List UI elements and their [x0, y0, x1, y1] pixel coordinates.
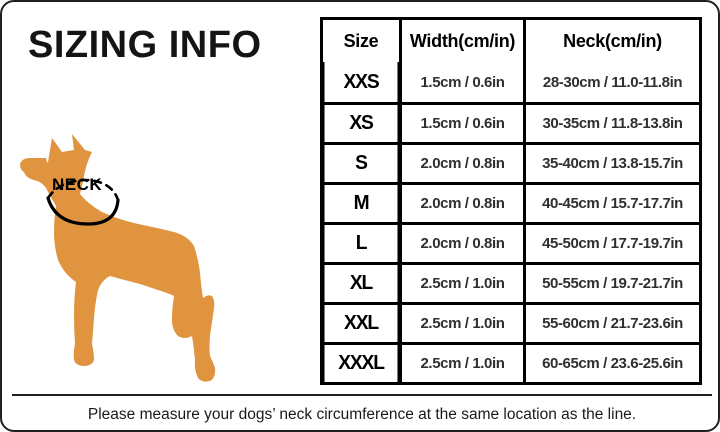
cell-neck: 28-30cm / 11.0-11.8in	[523, 62, 699, 102]
cell-width: 1.5cm / 0.6in	[399, 62, 523, 102]
left-panel: SIZING INFO NECK	[2, 2, 314, 394]
table-header-row: Size Width(cm/in) Neck(cm/in)	[323, 20, 699, 62]
cell-neck: 40-45cm / 15.7-17.7in	[523, 182, 699, 222]
cell-width: 2.0cm / 0.8in	[399, 182, 523, 222]
table-row: XXS 1.5cm / 0.6in 28-30cm / 11.0-11.8in	[323, 62, 699, 102]
cell-width: 2.5cm / 1.0in	[399, 262, 523, 302]
cell-size: XXS	[324, 62, 398, 102]
cell-size: XL	[324, 262, 398, 302]
table-row: XXL 2.5cm / 1.0in 55-60cm / 21.7-23.6in	[323, 302, 699, 342]
page-title: SIZING INFO	[28, 24, 262, 66]
cell-neck: 55-60cm / 21.7-23.6in	[523, 302, 699, 342]
neck-measure-dashed-arc	[46, 178, 120, 202]
cell-width: 2.5cm / 1.0in	[399, 302, 523, 342]
cell-neck: 30-35cm / 11.8-13.8in	[523, 102, 699, 142]
dog-silhouette-illustration: NECK	[12, 90, 312, 390]
cell-size: L	[324, 222, 398, 262]
column-header-width: Width(cm/in)	[399, 20, 523, 62]
cell-size: XXL	[324, 302, 398, 342]
caption-divider	[12, 394, 712, 396]
cell-size: XS	[324, 102, 398, 142]
table-row: XS 1.5cm / 0.6in 30-35cm / 11.8-13.8in	[323, 102, 699, 142]
neck-label-text: NECK	[52, 175, 102, 194]
table-row: XXXL 2.5cm / 1.0in 60-65cm / 23.6-25.6in	[323, 342, 699, 382]
table-row: S 2.0cm / 0.8in 35-40cm / 13.8-15.7in	[323, 142, 699, 182]
cell-neck: 60-65cm / 23.6-25.6in	[523, 342, 699, 382]
cell-neck: 50-55cm / 19.7-21.7in	[523, 262, 699, 302]
cell-width: 1.5cm / 0.6in	[399, 102, 523, 142]
cell-width: 2.0cm / 0.8in	[399, 222, 523, 262]
neck-measure-solid-arc	[46, 196, 120, 226]
column-header-size: Size	[323, 20, 399, 62]
dog-body-shape	[24, 134, 216, 382]
cell-neck: 35-40cm / 13.8-15.7in	[523, 142, 699, 182]
cell-width: 2.5cm / 1.0in	[399, 342, 523, 382]
cell-size: M	[324, 182, 398, 222]
column-header-neck: Neck(cm/in)	[523, 20, 699, 62]
cell-size: XXXL	[324, 342, 398, 382]
table-row: XL 2.5cm / 1.0in 50-55cm / 19.7-21.7in	[323, 262, 699, 302]
measurement-instruction-caption: Please measure your dogs’ neck circumfer…	[87, 406, 637, 423]
cell-size: S	[324, 142, 398, 182]
table-row: L 2.0cm / 0.8in 45-50cm / 17.7-19.7in	[323, 222, 699, 262]
table-row: M 2.0cm / 0.8in 40-45cm / 15.7-17.7in	[323, 182, 699, 222]
cell-width: 2.0cm / 0.8in	[399, 142, 523, 182]
cell-neck: 45-50cm / 17.7-19.7in	[523, 222, 699, 262]
dog-muzzle-shape	[20, 158, 48, 172]
size-chart-table: Size Width(cm/in) Neck(cm/in) XXS 1.5cm …	[320, 17, 702, 385]
